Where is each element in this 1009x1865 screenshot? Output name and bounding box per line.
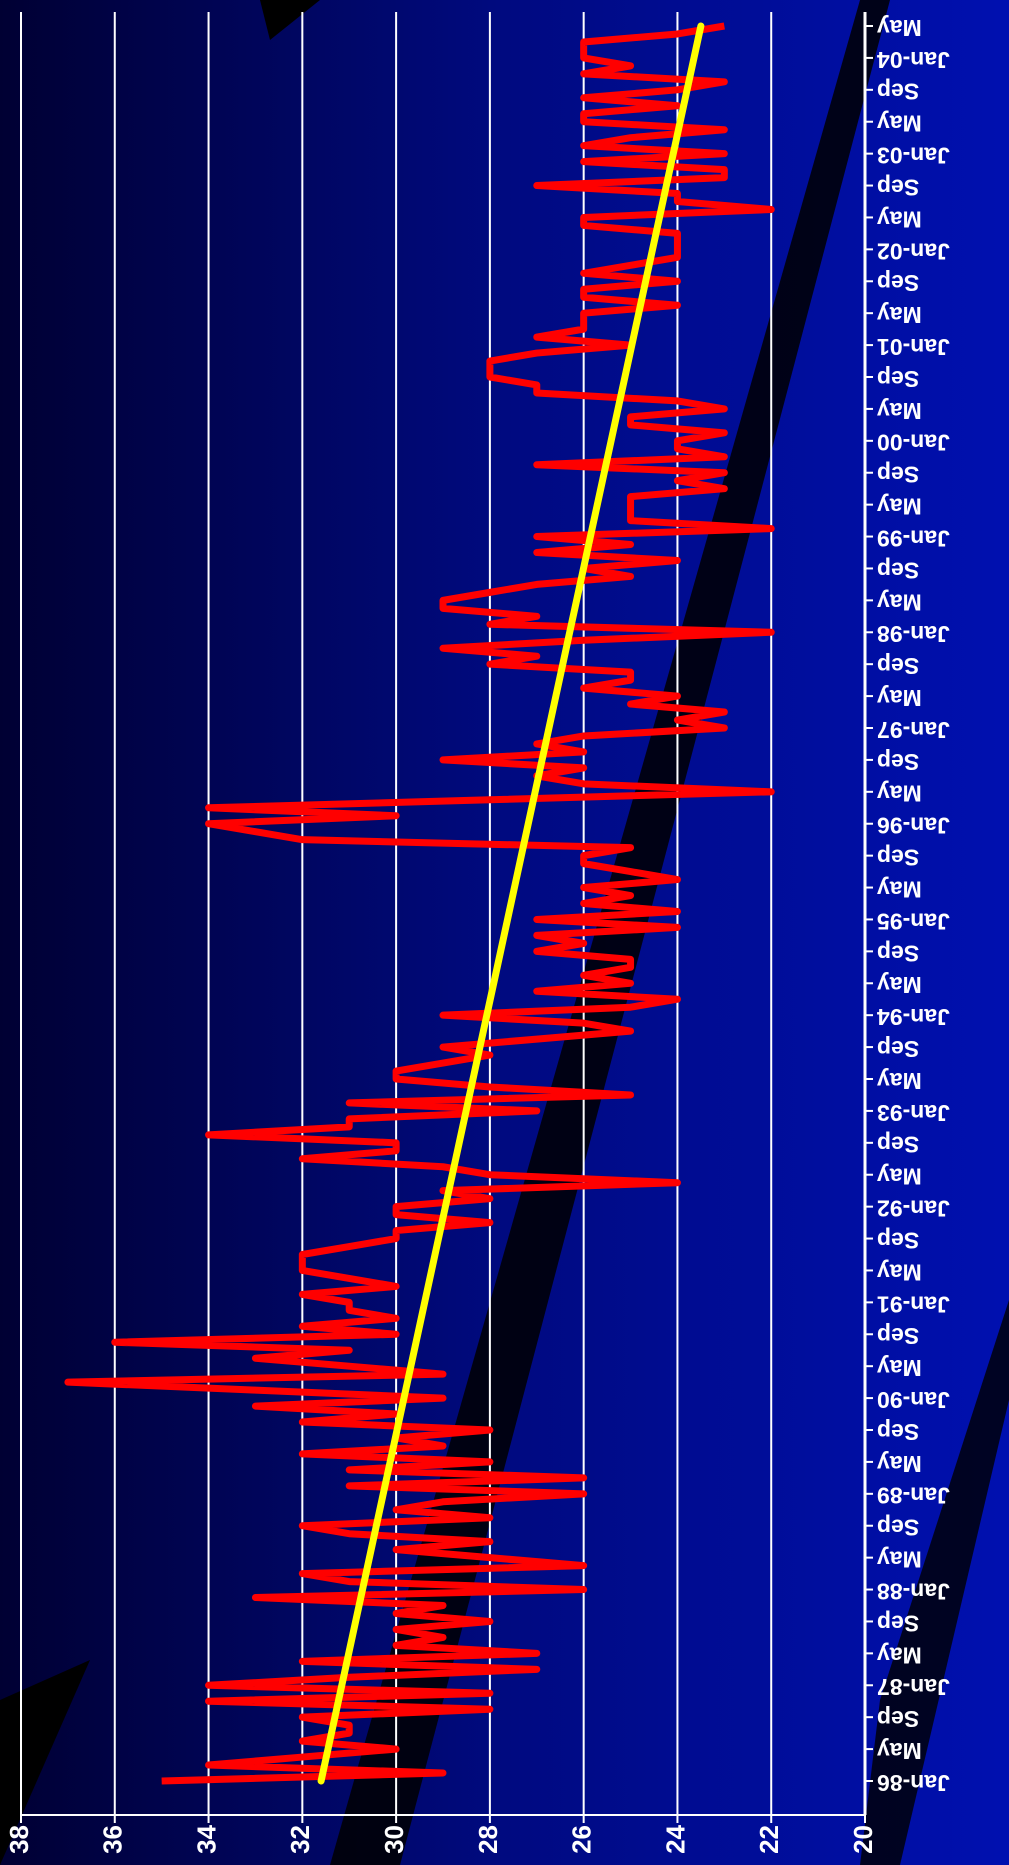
- chart-body: 20 22 24 26 28 30 32 34 36 38 Jan-86 May Sep Jan-87 Ma…: [4, 12, 950, 1854]
- x-tick-label: Jan-91: [877, 1291, 950, 1317]
- x-tick-label: Sep: [877, 1610, 919, 1636]
- y-tick-label: 38: [4, 1825, 34, 1854]
- y-tick-label: 26: [567, 1825, 597, 1854]
- x-tick-label: May: [877, 206, 922, 232]
- x-tick-label: Jan-90: [877, 1387, 950, 1413]
- x-tick-label: Sep: [877, 1227, 919, 1253]
- x-tick-label: Jan-86: [877, 1770, 950, 1796]
- x-tick-label: May: [877, 111, 922, 137]
- x-tick-label: Jan-02: [877, 238, 950, 264]
- x-tick-label: May: [877, 685, 922, 711]
- data-line: [64, 22, 775, 1785]
- x-tick-label: Jan-97: [877, 717, 950, 743]
- x-tick-label: May: [877, 1355, 922, 1381]
- x-tick-label: May: [877, 1451, 922, 1477]
- y-tick-label: 36: [98, 1825, 128, 1854]
- x-tick-label: May: [877, 1642, 922, 1668]
- x-tick-label: Sep: [877, 462, 919, 488]
- x-tick-label: May: [877, 302, 922, 328]
- x-tick-label: Jan-87: [877, 1674, 950, 1700]
- y-tick-label: 22: [754, 1825, 784, 1854]
- x-tick-label: May: [877, 1547, 922, 1573]
- x-tick-label: Sep: [877, 1419, 919, 1445]
- x-tick-label: May: [877, 494, 922, 520]
- x-tick-label: Jan-88: [877, 1578, 950, 1604]
- y-tick-label: 28: [473, 1825, 503, 1854]
- x-tick-label: May: [877, 398, 922, 424]
- x-tick-label: May: [877, 589, 922, 615]
- x-tick-label: Jan-00: [877, 430, 950, 456]
- decor-stripe: [260, 0, 320, 40]
- x-tick-label: Jan-04: [877, 47, 950, 73]
- x-tick-label: Jan-93: [877, 1100, 950, 1126]
- x-tick-label: May: [877, 781, 922, 807]
- x-tick-label: Sep: [877, 270, 919, 296]
- x-tick-label: Jan-01: [877, 334, 950, 360]
- y-tick-label: 32: [285, 1825, 315, 1854]
- x-tick-label: May: [877, 1738, 922, 1764]
- x-tick-label: Sep: [877, 1515, 919, 1541]
- x-tick-label: Jan-95: [877, 908, 950, 934]
- x-tick-label: May: [877, 1068, 922, 1094]
- x-tick-label: May: [877, 876, 922, 902]
- x-tick-label: Sep: [877, 1323, 919, 1349]
- x-tick-label: Sep: [877, 79, 919, 105]
- x-tick-label: Jan-92: [877, 1196, 950, 1222]
- x-tick-label: Sep: [877, 749, 919, 775]
- y-tick-label: 34: [191, 1824, 221, 1853]
- x-tick-label: May: [877, 15, 922, 41]
- x-tick-label: Jan-89: [877, 1483, 950, 1509]
- x-tick-label: Jan-98: [877, 621, 950, 647]
- x-tick-label: May: [877, 1259, 922, 1285]
- x-tick-label: May: [877, 1164, 922, 1190]
- x-tick-label: Jan-99: [877, 525, 950, 551]
- x-tick-label: Jan-96: [877, 813, 950, 839]
- x-tick-label: Jan-94: [877, 1004, 950, 1030]
- x-tick-label: Sep: [877, 1706, 919, 1732]
- x-tick-label: Sep: [877, 366, 919, 392]
- x-tick-label: Sep: [877, 174, 919, 200]
- x-tick-label: Sep: [877, 1132, 919, 1158]
- x-tick-label: May: [877, 972, 922, 998]
- decor-stripe: [0, 1660, 90, 1865]
- y-tick-label: 30: [379, 1825, 409, 1854]
- x-tick-label: Jan-03: [877, 143, 950, 169]
- x-tick-label: Sep: [877, 845, 919, 871]
- y-tick-label: 24: [660, 1824, 690, 1853]
- x-tick-label: Sep: [877, 940, 919, 966]
- decor-stripe: [860, 1300, 1009, 1865]
- x-tick-label: Sep: [877, 557, 919, 583]
- x-tick-label: Sep: [877, 1036, 919, 1062]
- y-tick-label: 20: [848, 1825, 878, 1854]
- x-tick-label: Sep: [877, 653, 919, 679]
- trend-line: [317, 22, 705, 1785]
